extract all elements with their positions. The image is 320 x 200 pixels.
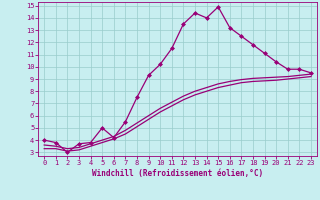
X-axis label: Windchill (Refroidissement éolien,°C): Windchill (Refroidissement éolien,°C) [92,169,263,178]
